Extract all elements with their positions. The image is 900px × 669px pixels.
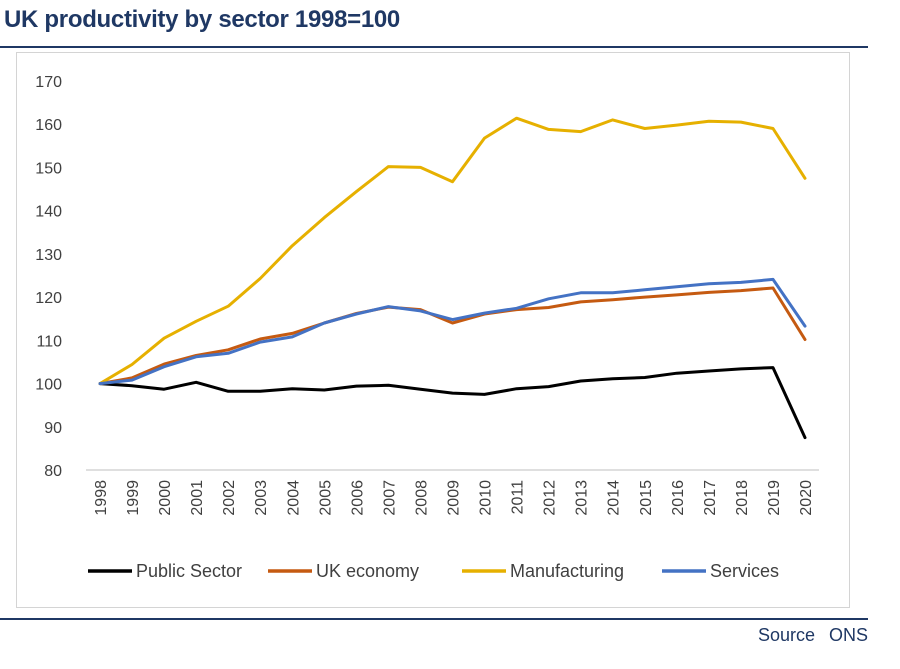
y-tick-label: 90: [44, 420, 62, 437]
x-tick-label: 2005: [317, 480, 334, 516]
x-tick-label: 2010: [478, 480, 495, 516]
x-tick-label: 2001: [189, 480, 206, 516]
y-tick-label: 80: [44, 463, 62, 480]
series-line-services: [98, 277, 807, 386]
series-line-uk-economy: [98, 286, 807, 386]
y-tick-label: 130: [35, 247, 62, 264]
x-tick-label: 1999: [125, 480, 142, 516]
x-tick-label: 2008: [413, 480, 430, 516]
x-tick-label: 2011: [510, 480, 527, 515]
x-tick-label: 2014: [606, 480, 623, 516]
x-tick-label: 2020: [798, 480, 815, 516]
chart-frame: [16, 52, 850, 608]
series-line-public-sector: [98, 366, 807, 440]
title-rule: [0, 46, 868, 48]
y-tick-label: 110: [36, 333, 62, 350]
y-tick-label: 100: [35, 377, 62, 394]
x-tick-label: 2012: [542, 480, 559, 516]
x-tick-label: 2016: [670, 480, 687, 516]
x-tick-label: 2017: [702, 480, 719, 516]
y-axis: 80 90 100 110 120 130 140 150 160 170: [35, 74, 62, 480]
x-tick-label: 2006: [349, 480, 366, 516]
x-tick-label: 2003: [253, 480, 270, 516]
x-tick-label: 1998: [93, 480, 110, 516]
x-axis: 1998 1999 2000 2001 2002 2003 2004 2005 2006 2007…: [93, 480, 815, 516]
x-tick-label: 2002: [221, 480, 238, 516]
y-tick-label: 160: [35, 117, 62, 134]
x-tick-label: 2013: [574, 480, 591, 516]
legend: Public Sector UK economy Manufacturing Serv…: [88, 561, 779, 581]
legend-label-uk-economy: UK economy: [316, 561, 419, 581]
y-tick-label: 140: [35, 204, 62, 221]
footer-rule: [0, 618, 868, 620]
source-label: Source: [757, 625, 815, 645]
series-line-manufacturing: [98, 116, 807, 386]
x-tick-label: 2009: [446, 480, 463, 516]
y-tick-label: 120: [35, 290, 62, 307]
source-value: ONS: [828, 625, 868, 645]
x-tick-label: 2000: [157, 480, 174, 516]
legend-label-services: Services: [710, 561, 779, 581]
series-lines: [98, 116, 807, 440]
y-tick-label: 170: [35, 74, 62, 91]
x-tick-label: 2015: [638, 480, 655, 516]
x-tick-label: 2007: [381, 480, 398, 516]
legend-label-public-sector: Public Sector: [136, 561, 242, 581]
y-tick-label: 150: [35, 160, 62, 177]
x-tick-label: 2004: [285, 480, 302, 516]
x-tick-label: 2019: [766, 480, 783, 516]
x-tick-label: 2018: [734, 480, 751, 516]
chart-title: UK productivity by sector 1998=100: [4, 6, 400, 33]
legend-label-manufacturing: Manufacturing: [510, 561, 624, 581]
source-note: Source ONS: [744, 625, 868, 646]
